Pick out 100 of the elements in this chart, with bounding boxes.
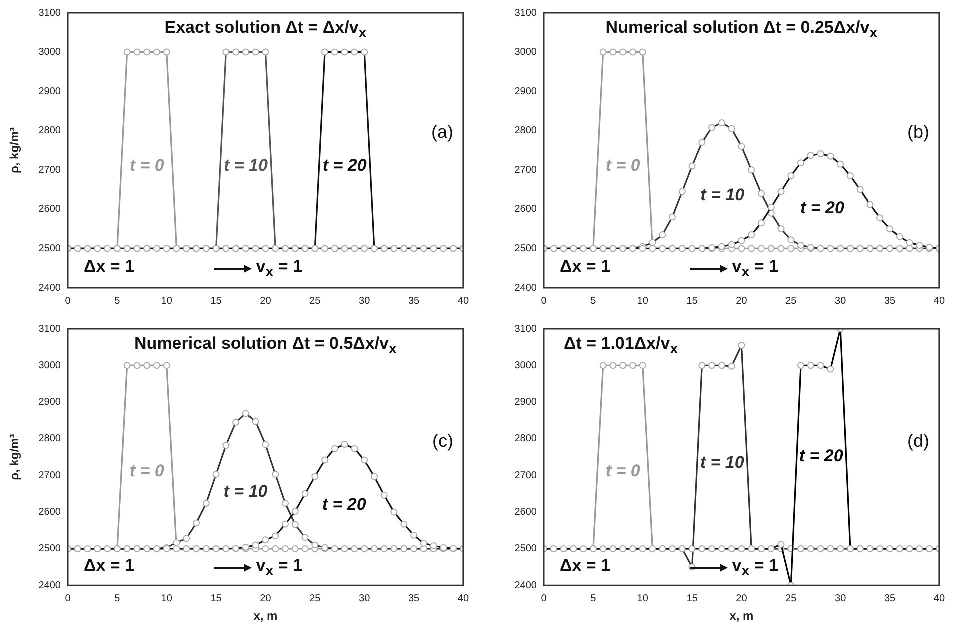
series-label: t = 10	[700, 453, 745, 472]
y-tick-label: 2900	[38, 397, 62, 408]
x-tick-label: 5	[590, 296, 597, 307]
x-tick-label: 40	[934, 593, 946, 604]
x-axis-title: x, m	[254, 609, 278, 624]
x-tick-label: 0	[65, 593, 72, 604]
y-tick-label: 2700	[514, 470, 538, 482]
series-label: t = 0	[130, 156, 165, 175]
x-tick-label: 20	[260, 593, 272, 604]
annotation: v$_{x}$ = 1	[256, 256, 302, 280]
annotation: Δx = 1	[560, 556, 611, 576]
x-tick-label: 10	[161, 593, 173, 604]
series-label: t = 20	[322, 494, 367, 514]
x-tick-label: 30	[359, 296, 371, 307]
x-tick-label: 25	[786, 296, 798, 307]
x-tick-label: 35	[408, 296, 420, 307]
x-tick-label: 10	[161, 296, 173, 307]
y-tick-label: 2900	[514, 397, 538, 408]
annotation: Δx = 1	[84, 556, 135, 576]
x-tick-label: 15	[686, 593, 698, 604]
y-tick-label: 3100	[38, 8, 62, 19]
annotation: v$_{x}$ = 1	[732, 556, 778, 580]
y-axis-title: ρ, kg/m³	[8, 434, 22, 480]
y-tick-label: 2500	[38, 544, 62, 555]
y-tick-label: 2700	[38, 164, 62, 176]
annotation: (c)	[432, 430, 454, 451]
x-tick-label: 5	[114, 296, 121, 307]
annotation: (d)	[907, 430, 930, 451]
y-tick-label: 2600	[514, 507, 538, 518]
y-tick-label: 3000	[514, 47, 538, 58]
x-axis-title: x, m	[730, 609, 754, 624]
x-tick-label: 30	[835, 296, 847, 307]
x-tick-label: 40	[458, 593, 470, 604]
x-tick-label: 35	[408, 593, 420, 604]
y-tick-label: 2400	[514, 580, 538, 592]
series-label: t = 20	[800, 198, 845, 218]
y-tick-label: 3000	[38, 360, 62, 372]
y-axis-title: ρ, kg/m³	[8, 127, 22, 174]
series-label: t = 0	[606, 462, 641, 481]
chart-title: Numerical solution Δt = 0.5Δx/v$_{x}$	[134, 334, 398, 358]
x-tick-label: 30	[835, 593, 847, 604]
x-tick-label: 15	[210, 296, 222, 307]
y-tick-label: 2800	[38, 126, 62, 137]
annotation: v$_{x}$ = 1	[256, 556, 302, 580]
y-tick-label: 2500	[514, 544, 538, 555]
x-tick-label: 0	[541, 593, 548, 604]
y-tick-label: 2800	[514, 126, 538, 137]
y-tick-label: 2600	[38, 507, 62, 518]
y-tick-label: 3100	[38, 324, 62, 335]
series-label: t = 10	[224, 482, 268, 501]
y-tick-label: 2500	[514, 243, 538, 254]
x-tick-label: 20	[736, 296, 748, 307]
chart-title: Numerical solution Δt = 0.25Δx/v$_{x}$	[604, 18, 879, 42]
x-tick-label: 15	[686, 296, 698, 307]
x-tick-label: 10	[637, 296, 649, 307]
y-tick-label: 2900	[514, 86, 538, 98]
series-label: t = 20	[322, 156, 368, 175]
x-tick-label: 40	[934, 296, 946, 307]
x-tick-label: 20	[260, 296, 272, 307]
x-tick-label: 5	[590, 593, 597, 604]
x-tick-label: 15	[210, 593, 222, 604]
y-tick-label: 2700	[514, 164, 538, 176]
y-tick-label: 2400	[38, 580, 62, 592]
y-tick-label: 3100	[514, 8, 538, 19]
annotation: v$_{x}$ = 1	[732, 256, 778, 280]
series-label: t = 20	[799, 446, 844, 466]
annotation: (a)	[431, 122, 454, 142]
x-tick-label: 25	[310, 296, 322, 307]
x-tick-label: 10	[637, 593, 649, 604]
x-tick-label: 25	[786, 593, 798, 604]
y-tick-label: 3100	[514, 324, 538, 335]
y-tick-label: 2700	[38, 470, 62, 482]
y-tick-label: 3000	[38, 47, 62, 58]
y-tick-label: 2400	[514, 282, 538, 294]
x-tick-label: 0	[541, 296, 548, 307]
y-tick-label: 2500	[38, 243, 62, 254]
series-label: t = 10	[224, 156, 268, 175]
series-label: t = 10	[700, 186, 746, 205]
x-tick-label: 25	[310, 593, 322, 604]
y-tick-label: 2600	[514, 204, 538, 216]
x-tick-label: 35	[884, 296, 896, 307]
x-tick-label: 20	[736, 593, 748, 604]
chart-title: Δt = 1.01Δx/v$_{x}$	[564, 334, 678, 358]
x-tick-label: 5	[114, 593, 121, 604]
x-tick-label: 30	[359, 593, 371, 604]
y-tick-label: 2900	[38, 86, 62, 98]
y-tick-label: 2600	[38, 204, 62, 216]
chart-title: Exact solution Δt = Δx/v$_{x}$	[164, 18, 368, 42]
x-tick-label: 40	[458, 296, 470, 307]
x-tick-label: 35	[884, 593, 896, 604]
y-tick-label: 2800	[38, 434, 62, 445]
y-tick-label: 2400	[38, 282, 62, 294]
series-label: t = 0	[130, 462, 165, 481]
annotation: (b)	[907, 122, 930, 142]
y-tick-label: 3000	[514, 360, 538, 372]
x-tick-label: 0	[65, 296, 72, 307]
series-label: t = 0	[606, 156, 641, 175]
annotation: Δx = 1	[84, 256, 135, 276]
y-tick-label: 2800	[514, 434, 538, 445]
annotation: Δx = 1	[560, 256, 611, 276]
